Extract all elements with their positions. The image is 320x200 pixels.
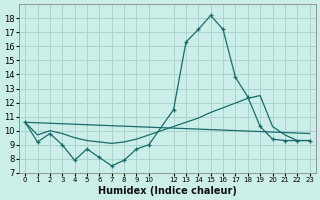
X-axis label: Humidex (Indice chaleur): Humidex (Indice chaleur) [98,186,237,196]
